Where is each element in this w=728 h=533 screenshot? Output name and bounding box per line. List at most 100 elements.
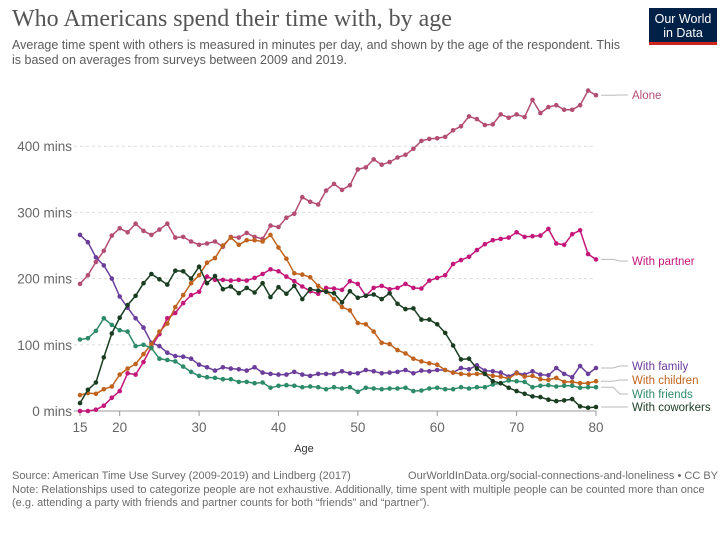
data-point-with-partner xyxy=(133,372,138,377)
data-point-with-family xyxy=(220,365,226,370)
data-point-with-partner xyxy=(387,286,392,292)
data-point-with-coworkers xyxy=(522,391,527,397)
data-point-with-family xyxy=(569,374,575,380)
data-point-with-coworkers xyxy=(133,293,138,299)
data-point-alone xyxy=(93,259,99,265)
data-point-with-coworkers xyxy=(442,330,448,336)
data-point-with-family xyxy=(188,356,194,362)
data-point-with-children xyxy=(395,347,400,353)
data-point-with-family xyxy=(307,373,313,379)
data-point-with-family xyxy=(498,370,504,375)
data-point-with-family xyxy=(236,367,242,372)
data-point-with-children xyxy=(149,341,154,347)
data-point-with-family xyxy=(403,367,408,373)
data-point-with-children xyxy=(427,361,432,366)
data-point-with-friends xyxy=(323,386,329,392)
data-point-with-family xyxy=(268,371,273,377)
data-point-with-children xyxy=(260,239,265,244)
data-point-with-family xyxy=(347,371,353,376)
data-point-with-children xyxy=(204,260,210,266)
data-point-alone xyxy=(379,162,385,167)
data-point-with-friends xyxy=(450,386,456,392)
data-point-with-family xyxy=(165,350,170,356)
data-point-with-friends xyxy=(474,384,480,390)
data-point-with-family xyxy=(300,372,305,377)
data-point-with-children xyxy=(546,377,551,383)
data-point-with-family xyxy=(387,370,392,375)
data-point-with-children xyxy=(133,361,138,367)
data-point-with-partner xyxy=(522,234,527,240)
data-point-with-partner xyxy=(403,281,408,287)
legend-label-with-family: With family xyxy=(632,361,688,373)
data-point-with-coworkers xyxy=(561,398,567,403)
data-point-with-friends xyxy=(220,376,226,382)
data-point-with-family xyxy=(85,239,91,245)
owid-logo[interactable]: Our World in Data xyxy=(649,8,717,44)
data-point-with-children xyxy=(458,371,464,377)
data-point-with-coworkers xyxy=(284,291,289,297)
data-point-with-family xyxy=(427,369,432,374)
data-point-alone xyxy=(141,228,146,234)
data-point-with-friends xyxy=(538,383,543,389)
data-point-with-children xyxy=(212,255,218,261)
data-point-with-family xyxy=(228,366,234,371)
x-tick-label: 30 xyxy=(192,420,207,435)
data-point-with-partner xyxy=(434,275,440,281)
data-point-with-children xyxy=(569,379,575,385)
y-tick-label: 400 mins xyxy=(17,139,72,154)
x-tick-label: 50 xyxy=(350,420,365,435)
data-point-with-friends xyxy=(355,389,361,395)
data-point-with-coworkers xyxy=(554,398,559,404)
data-point-with-partner xyxy=(577,228,583,233)
data-point-with-friends xyxy=(157,356,162,362)
data-point-with-partner xyxy=(252,275,257,281)
data-point-with-friends xyxy=(347,384,353,390)
data-point-with-children xyxy=(561,379,567,385)
data-point-with-children xyxy=(554,375,559,381)
data-point-with-family xyxy=(93,255,99,260)
data-point-with-coworkers xyxy=(101,355,107,360)
data-point-alone xyxy=(339,187,345,193)
data-point-alone xyxy=(546,104,551,110)
x-tick-label: 40 xyxy=(271,420,286,435)
data-point-alone xyxy=(331,181,337,187)
data-point-with-friends xyxy=(569,383,575,389)
data-point-with-children xyxy=(490,373,496,379)
data-point-with-coworkers xyxy=(173,268,178,274)
series-line-alone xyxy=(79,89,597,285)
data-point-with-family xyxy=(77,232,83,238)
data-point-with-coworkers xyxy=(196,264,202,270)
data-point-with-partner xyxy=(101,403,107,409)
data-point-with-friends xyxy=(204,374,210,380)
data-point-with-coworkers xyxy=(180,269,186,274)
footer: Source: American Time Use Survey (2009-2… xyxy=(12,470,718,511)
data-point-with-children xyxy=(419,359,424,364)
data-point-with-friends xyxy=(387,386,392,391)
data-point-with-family xyxy=(490,369,496,374)
legend-leader-with-family xyxy=(601,365,628,369)
source-url-link[interactable]: OurWorldInData.org/social-connections-an… xyxy=(408,470,718,482)
legend-label-with-friends: With friends xyxy=(632,389,693,401)
data-point-alone xyxy=(109,233,115,238)
data-point-with-partner xyxy=(498,236,504,242)
data-point-with-children xyxy=(387,341,392,347)
data-point-with-children xyxy=(236,242,242,248)
data-point-alone xyxy=(355,167,361,172)
data-point-with-family xyxy=(109,276,115,281)
data-point-with-partner xyxy=(585,251,591,257)
data-point-with-coworkers xyxy=(530,394,535,399)
data-point-with-coworkers xyxy=(450,343,456,348)
data-point-with-friends xyxy=(339,386,345,391)
data-point-with-children xyxy=(371,329,377,334)
data-point-with-friends xyxy=(577,385,583,391)
data-point-with-friends xyxy=(411,388,416,394)
data-point-with-friends xyxy=(244,379,249,385)
data-point-with-friends xyxy=(379,386,385,392)
data-point-with-family xyxy=(101,263,107,268)
data-point-with-family xyxy=(458,365,464,371)
data-point-with-coworkers xyxy=(403,306,408,312)
data-point-with-partner xyxy=(77,408,83,414)
data-point-with-partner xyxy=(276,269,281,274)
data-point-with-coworkers xyxy=(117,315,122,321)
data-point-alone xyxy=(498,112,504,117)
